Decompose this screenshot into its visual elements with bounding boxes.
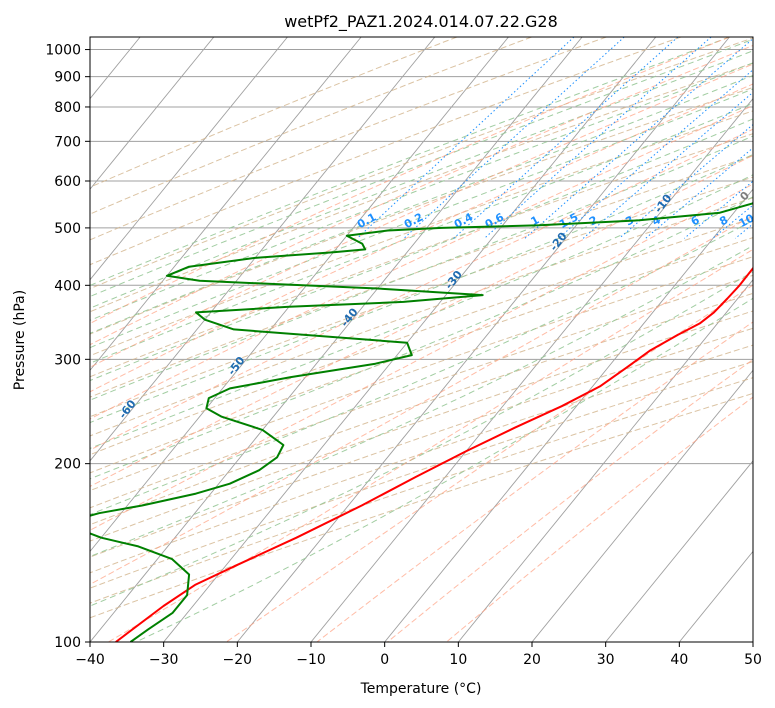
dry-adiabat-line <box>90 310 753 542</box>
x-axis: −40 −30 −20 −10 0 10 20 30 40 50 <box>75 642 762 668</box>
dry-adiabat-line <box>90 274 753 509</box>
y-tick-label: 200 <box>54 457 81 473</box>
dry-adiabat-line <box>90 37 682 266</box>
theta-e-line <box>90 63 753 368</box>
theta-e-line <box>90 154 753 488</box>
x-tick-label: −40 <box>75 652 105 668</box>
dry-adiabat-line <box>90 197 753 437</box>
mixing-ratio-line <box>558 69 753 239</box>
y-tick-label: 500 <box>54 221 81 237</box>
x-tick-label: 0 <box>380 652 389 668</box>
moist-adiabat-line <box>90 219 753 516</box>
temperature-profile-line <box>115 266 753 642</box>
moist-adiabat-line <box>90 153 753 424</box>
x-tick-label: −10 <box>296 652 326 668</box>
y-tick-label: 100 <box>54 635 81 651</box>
dry-adiabat-line <box>90 176 753 418</box>
dry-adiabat-line <box>90 217 753 456</box>
isotherm-line <box>90 37 509 553</box>
moist-adiabat-line <box>90 118 753 382</box>
isotherm-line <box>236 37 730 642</box>
moist-adiabat-line <box>90 196 753 480</box>
y-tick-label: 1000 <box>45 43 81 59</box>
theta-e-line <box>90 183 753 531</box>
theta-e-line <box>90 128 753 451</box>
moist-adiabat-line <box>90 50 753 309</box>
x-tick-label: 30 <box>597 652 615 668</box>
dry-adiabat-line <box>90 155 753 398</box>
background-lines <box>90 37 753 642</box>
y-tick-label: 300 <box>54 352 81 368</box>
isotherm-line <box>90 37 436 462</box>
mixing-ratio-label: 10 <box>737 211 757 230</box>
dry-adiabat-line <box>90 37 532 215</box>
mixing-ratio-line <box>403 37 625 239</box>
dry-adiabat-line <box>90 37 607 241</box>
isotherm-line <box>163 37 657 642</box>
plot-frame <box>89 36 754 643</box>
theta-e-line <box>387 358 753 642</box>
chart-title: wetPf2_PAZ1.2024.014.07.22.G28 <box>284 12 558 32</box>
theta-e-line <box>108 248 753 642</box>
isotherm-line <box>531 369 753 642</box>
theta-e-line <box>446 396 753 642</box>
y-axis-label: Pressure (hPa) <box>12 290 28 390</box>
isotherm-line <box>90 37 583 642</box>
x-tick-label: −20 <box>223 652 253 668</box>
moist-adiabat-line <box>135 297 753 642</box>
isotherm-line <box>384 188 753 642</box>
profile-series <box>90 201 753 642</box>
dry-adiabat-line <box>90 361 753 589</box>
y-tick-label: 600 <box>54 174 81 190</box>
x-tick-label: −30 <box>149 652 179 668</box>
y-tick-label: 400 <box>54 278 81 294</box>
mixing-ratio-line <box>618 123 753 239</box>
isotherm-line <box>605 460 753 642</box>
x-tick-label: 40 <box>670 652 688 668</box>
dry-adiabat-line <box>90 392 753 619</box>
y-tick-label: 800 <box>54 100 81 116</box>
moist-adiabat-line <box>90 74 753 334</box>
x-axis-label: Temperature (°C) <box>360 681 482 697</box>
mixing-ratio-line <box>483 37 712 239</box>
x-tick-label: 50 <box>744 652 762 668</box>
mixing-ratio-line <box>524 38 753 239</box>
x-tick-label: 20 <box>523 652 541 668</box>
x-tick-label: 10 <box>449 652 467 668</box>
moist-adiabat-line <box>90 135 753 401</box>
dry-adiabat-line <box>90 133 753 378</box>
y-tick-label: 700 <box>54 134 81 150</box>
theta-e-line <box>316 321 753 642</box>
moist-adiabat-line <box>90 62 753 321</box>
mixing-ratio-line <box>453 37 679 239</box>
y-tick-label: 900 <box>54 70 81 86</box>
mixing-ratio-line <box>356 37 575 239</box>
moist-adiabat-line <box>90 174 753 450</box>
theta-e-line <box>90 44 753 346</box>
y-axis: 1000 900 800 700 600 500 400 300 200 100 <box>45 43 90 651</box>
mixing-ratio-line <box>683 180 753 239</box>
isotherm-line <box>90 37 215 190</box>
dry-adiabat-line <box>90 37 753 290</box>
theta-e-line <box>90 37 730 324</box>
dry-adiabat-line <box>90 256 753 492</box>
dewpoint-profile-line <box>90 201 753 642</box>
isotherm-line <box>457 279 753 642</box>
moist-adiabat-line <box>90 271 753 607</box>
isotherm-line <box>90 37 362 372</box>
